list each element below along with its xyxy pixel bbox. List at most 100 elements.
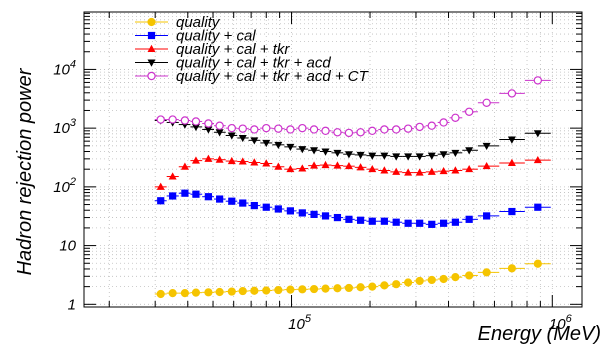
data-point <box>192 190 200 198</box>
data-point <box>415 276 424 286</box>
x-tick-label: 106 <box>549 313 573 333</box>
data-point <box>191 288 201 297</box>
legend-entry: quality + cal + tkr + acd + CT <box>135 68 370 85</box>
data-point <box>333 284 342 293</box>
x-axis-label: Energy (MeV) <box>478 323 601 345</box>
data-point <box>191 117 201 126</box>
data-point <box>262 203 270 211</box>
data-point <box>333 149 342 158</box>
data-point <box>465 215 473 223</box>
data-point <box>168 289 177 298</box>
data-point <box>415 122 424 132</box>
data-point <box>439 151 448 159</box>
series-1 <box>154 259 551 299</box>
data-point <box>298 146 307 154</box>
legend-marker <box>147 59 156 67</box>
data-point <box>333 213 342 222</box>
data-point <box>180 289 189 298</box>
data-point <box>250 286 259 295</box>
y-tick-label: 104 <box>53 58 76 78</box>
data-point <box>168 115 177 124</box>
data-point <box>482 161 491 170</box>
legend-marker <box>147 17 156 27</box>
data-point <box>298 285 307 294</box>
data-point <box>286 125 295 134</box>
data-point <box>156 182 165 190</box>
data-point <box>238 124 247 133</box>
data-point <box>227 132 236 140</box>
series-5 <box>154 76 551 138</box>
data-point <box>451 273 460 282</box>
data-point <box>415 153 424 161</box>
data-point <box>310 161 319 169</box>
data-point <box>482 268 491 277</box>
data-point <box>204 126 213 134</box>
data-point <box>309 284 319 294</box>
data-point <box>368 152 377 160</box>
data-point <box>298 209 306 217</box>
data-point <box>428 220 436 228</box>
data-point <box>157 197 165 205</box>
data-point <box>451 218 459 226</box>
data-point <box>286 164 295 173</box>
data-point <box>227 287 236 296</box>
data-point <box>392 218 400 226</box>
data-point <box>368 282 377 291</box>
data-point <box>507 158 516 166</box>
data-point <box>262 123 271 133</box>
data-point <box>508 207 516 216</box>
data-point <box>298 123 307 133</box>
legend-marker <box>147 71 156 81</box>
data-point <box>507 264 516 273</box>
data-point <box>204 119 213 128</box>
data-point <box>451 149 460 158</box>
data-point <box>345 215 353 223</box>
data-point <box>368 217 376 225</box>
data-point <box>250 125 259 134</box>
data-point <box>238 134 247 143</box>
data-point <box>250 158 259 166</box>
data-point <box>483 212 491 220</box>
data-point <box>380 152 389 160</box>
data-point <box>392 280 401 289</box>
data-point <box>215 287 224 297</box>
data-point <box>451 113 460 122</box>
legend-marker <box>147 31 156 40</box>
series-2 <box>154 189 551 228</box>
data-point <box>274 205 282 213</box>
data-point <box>215 155 224 163</box>
data-point <box>344 128 354 138</box>
legend-entry: quality + cal + tkr + acd <box>135 55 331 72</box>
data-point <box>380 166 389 174</box>
data-point <box>440 219 448 227</box>
data-point <box>427 275 436 285</box>
data-point <box>403 124 413 133</box>
data-point <box>181 189 189 197</box>
data-point <box>439 166 448 175</box>
data-point <box>356 283 365 292</box>
data-point <box>416 219 424 227</box>
data-point <box>262 159 271 167</box>
data-point <box>356 128 365 137</box>
data-point <box>451 166 460 174</box>
data-point <box>321 148 330 156</box>
grid-lines <box>84 12 582 308</box>
y-tick-label: 103 <box>53 117 77 137</box>
data-point <box>356 151 365 160</box>
data-point <box>404 168 413 176</box>
data-point <box>215 121 224 130</box>
data-point <box>286 143 295 152</box>
data-point <box>286 207 294 215</box>
tick-labels: 1 10 102 103 104 105 106 <box>53 58 572 333</box>
data-point <box>465 147 474 155</box>
data-point <box>298 164 307 172</box>
data-point <box>250 201 258 210</box>
data-point <box>204 193 213 201</box>
data-point <box>238 286 247 296</box>
data-point <box>380 125 389 134</box>
data-point <box>507 89 517 98</box>
data-point <box>228 197 236 205</box>
data-point <box>216 195 224 203</box>
legend-label: quality + cal + tkr <box>176 41 290 58</box>
data-point <box>404 278 413 287</box>
